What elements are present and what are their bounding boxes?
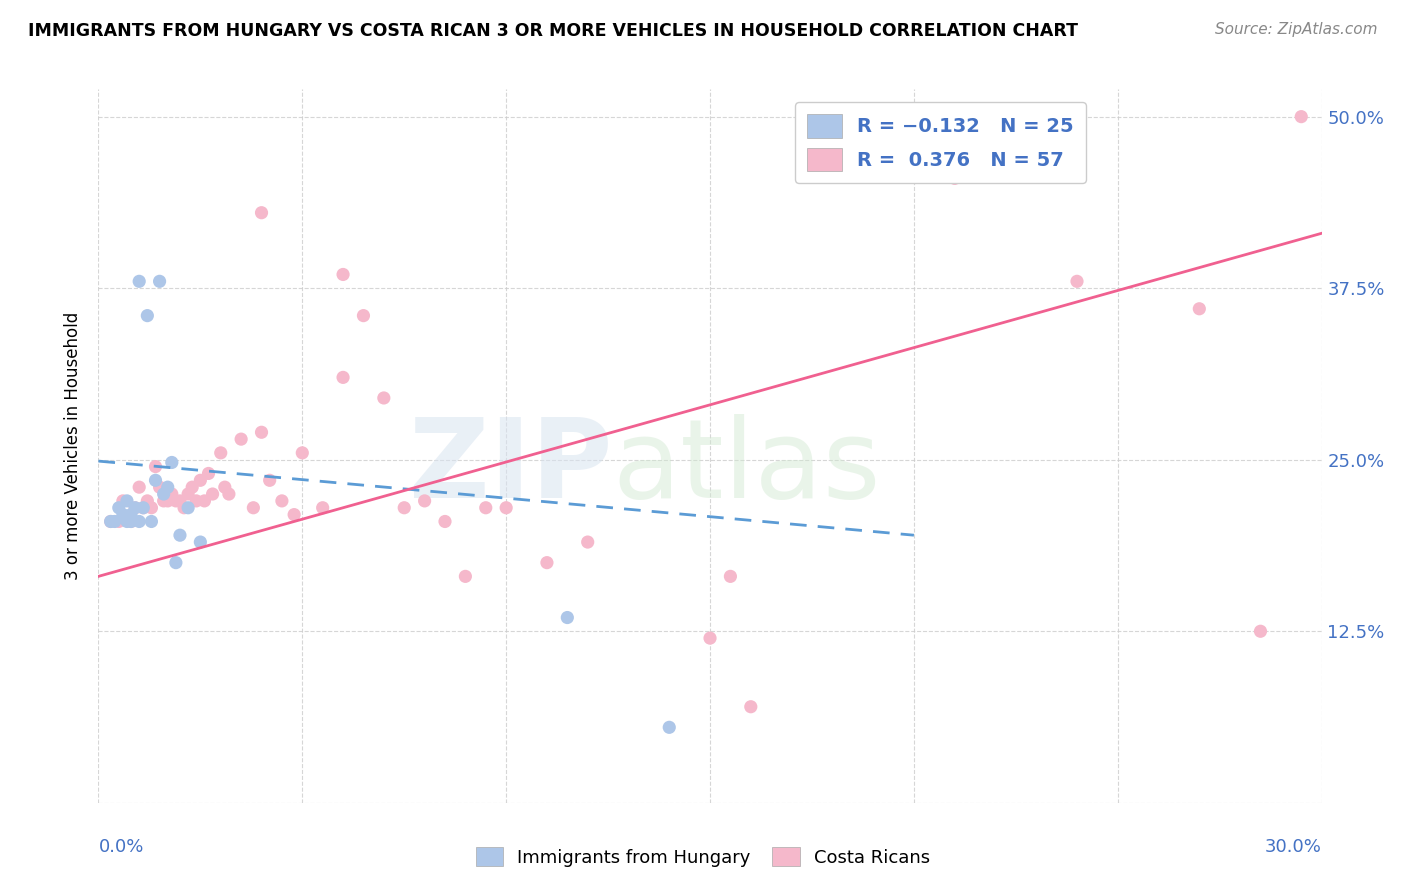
Point: [165, 556, 187, 570]
Point: [152, 487, 174, 501]
Point: [720, 569, 742, 583]
Point: [434, 515, 457, 529]
Point: [165, 494, 187, 508]
Point: [115, 494, 138, 508]
Point: [413, 494, 436, 508]
Point: [124, 500, 146, 515]
Point: [115, 515, 138, 529]
Point: [332, 370, 354, 384]
Point: [111, 494, 134, 508]
Point: [104, 515, 127, 529]
Point: [132, 500, 155, 515]
Point: [188, 473, 212, 487]
Y-axis label: 3 or more Vehicles in Household: 3 or more Vehicles in Household: [65, 312, 83, 580]
Point: [1066, 274, 1088, 288]
Point: [149, 480, 172, 494]
Point: [124, 500, 146, 515]
Point: [108, 515, 131, 529]
Point: [209, 446, 232, 460]
Point: [193, 494, 215, 508]
Point: [141, 500, 163, 515]
Text: 30.0%: 30.0%: [1265, 838, 1322, 856]
Point: [120, 508, 142, 522]
Point: [1188, 301, 1211, 316]
Point: [841, 110, 863, 124]
Point: [100, 515, 122, 529]
Point: [156, 494, 179, 508]
Point: [111, 508, 134, 522]
Point: [120, 515, 142, 529]
Point: [145, 459, 167, 474]
Point: [312, 500, 335, 515]
Text: Source: ZipAtlas.com: Source: ZipAtlas.com: [1215, 22, 1378, 37]
Text: IMMIGRANTS FROM HUNGARY VS COSTA RICAN 3 OR MORE VEHICLES IN HOUSEHOLD CORRELATI: IMMIGRANTS FROM HUNGARY VS COSTA RICAN 3…: [28, 22, 1078, 40]
Point: [1249, 624, 1271, 639]
Point: [108, 500, 131, 515]
Point: [231, 432, 253, 446]
Legend: R = −0.132   N = 25, R =  0.376   N = 57: R = −0.132 N = 25, R = 0.376 N = 57: [796, 103, 1085, 183]
Point: [149, 274, 172, 288]
Point: [160, 455, 183, 469]
Point: [136, 494, 159, 508]
Point: [557, 610, 579, 624]
Point: [1291, 110, 1313, 124]
Point: [156, 480, 179, 494]
Point: [128, 515, 150, 529]
Point: [536, 556, 558, 570]
Point: [201, 487, 224, 501]
Point: [454, 569, 477, 583]
Point: [120, 515, 142, 529]
Point: [100, 515, 122, 529]
Point: [214, 480, 236, 494]
Point: [474, 500, 498, 515]
Point: [136, 309, 159, 323]
Point: [352, 309, 374, 323]
Point: [152, 494, 174, 508]
Point: [128, 480, 150, 494]
Text: 0.0%: 0.0%: [98, 838, 143, 856]
Point: [373, 391, 395, 405]
Point: [283, 508, 305, 522]
Text: ZIP: ZIP: [409, 414, 612, 521]
Point: [177, 487, 200, 501]
Point: [259, 473, 281, 487]
Point: [160, 487, 183, 501]
Point: [173, 500, 195, 515]
Point: [169, 494, 191, 508]
Point: [177, 500, 200, 515]
Point: [128, 274, 150, 288]
Point: [740, 699, 762, 714]
Point: [145, 473, 167, 487]
Point: [132, 500, 155, 515]
Point: [495, 500, 517, 515]
Point: [392, 500, 416, 515]
Point: [250, 425, 273, 440]
Point: [250, 205, 273, 219]
Point: [197, 467, 219, 481]
Text: atlas: atlas: [612, 414, 880, 521]
Point: [181, 480, 204, 494]
Point: [169, 528, 191, 542]
Point: [270, 494, 294, 508]
Point: [943, 171, 966, 186]
Point: [332, 268, 354, 282]
Point: [188, 535, 212, 549]
Legend: Immigrants from Hungary, Costa Ricans: Immigrants from Hungary, Costa Ricans: [468, 840, 938, 874]
Point: [699, 631, 721, 645]
Point: [576, 535, 599, 549]
Point: [658, 720, 681, 734]
Point: [218, 487, 240, 501]
Point: [141, 515, 163, 529]
Point: [291, 446, 314, 460]
Point: [186, 494, 208, 508]
Point: [242, 500, 264, 515]
